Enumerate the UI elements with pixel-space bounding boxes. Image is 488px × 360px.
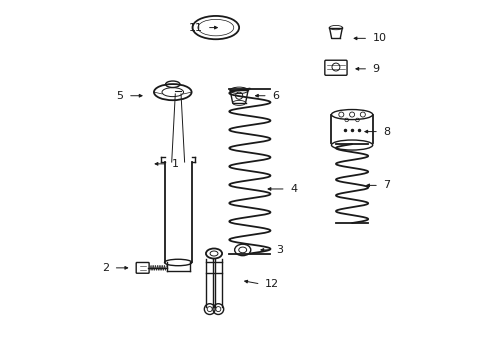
Text: 7: 7 [383, 180, 389, 190]
Text: 10: 10 [372, 33, 386, 43]
Text: 1: 1 [171, 159, 178, 169]
Text: 3: 3 [275, 245, 282, 255]
Text: 8: 8 [383, 127, 389, 136]
Text: 9: 9 [372, 64, 379, 74]
Text: 2: 2 [102, 263, 109, 273]
Text: 12: 12 [264, 279, 279, 289]
Text: 11: 11 [188, 23, 202, 33]
Text: 6: 6 [271, 91, 279, 101]
Text: 5: 5 [117, 91, 123, 101]
Text: 4: 4 [289, 184, 297, 194]
